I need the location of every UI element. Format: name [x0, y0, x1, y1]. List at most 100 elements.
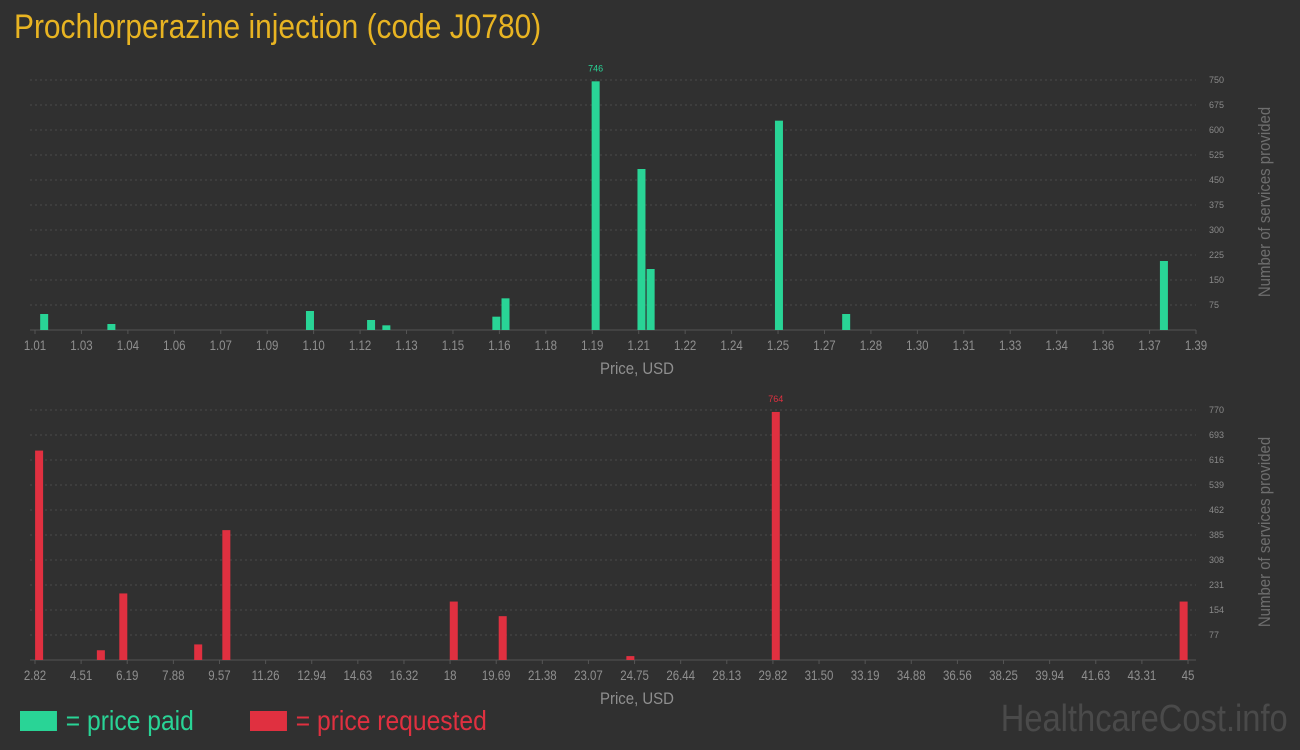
y-tick-label: 225: [1209, 250, 1224, 260]
x-tick-label: 1.25: [767, 337, 789, 353]
legend-label-requested: = price requested: [296, 705, 487, 737]
x-tick-label: 1.37: [1138, 337, 1160, 353]
x-tick-label: 16.32: [390, 667, 419, 683]
y-tick-label: 385: [1209, 530, 1224, 540]
x-tick-label: 1.16: [488, 337, 510, 353]
y-tick-label: 150: [1209, 275, 1224, 285]
bar: [35, 451, 43, 660]
bar: [492, 317, 500, 330]
x-tick-label: 1.10: [302, 337, 324, 353]
x-tick-label: 28.13: [712, 667, 741, 683]
legend-label-paid: = price paid: [66, 705, 194, 737]
x-tick-label: 43.31: [1128, 667, 1157, 683]
x-tick-label: 1.15: [442, 337, 464, 353]
x-tick-label: 1.01: [24, 337, 46, 353]
x-tick-label: 1.06: [163, 337, 185, 353]
x-tick-label: 1.24: [720, 337, 742, 353]
x-tick-label: 1.04: [117, 337, 139, 353]
x-tick-label: 1.07: [210, 337, 232, 353]
bar: [637, 169, 645, 330]
x-tick-label: 24.75: [620, 667, 649, 683]
x-tick-label: 36.56: [943, 667, 972, 683]
bar: [592, 81, 600, 330]
y-tick-label: 375: [1209, 200, 1224, 210]
legend-swatch-paid: [20, 711, 57, 731]
x-tick-label: 45: [1182, 667, 1195, 683]
bar: [1180, 602, 1188, 660]
bar: [1160, 261, 1168, 330]
y-axis-title: Number of services provided: [1256, 437, 1274, 627]
y-tick-label: 462: [1209, 505, 1224, 515]
y-tick-label: 75: [1209, 300, 1219, 310]
bar: [626, 656, 634, 660]
bar: [450, 602, 458, 660]
bar: [97, 650, 105, 660]
y-tick-label: 231: [1209, 580, 1224, 590]
x-tick-label: 1.33: [999, 337, 1021, 353]
x-axis-title: Price, USD: [600, 690, 674, 708]
y-axis-title: Number of services provided: [1256, 107, 1274, 297]
bar: [367, 320, 375, 330]
bar: [502, 298, 510, 330]
x-tick-label: 12.94: [297, 667, 326, 683]
x-tick-label: 1.30: [906, 337, 928, 353]
y-tick-label: 770: [1209, 405, 1224, 415]
bar: [382, 325, 390, 330]
y-tick-label: 77: [1209, 630, 1219, 640]
y-tick-label: 525: [1209, 150, 1224, 160]
x-tick-label: 29.82: [759, 667, 788, 683]
x-tick-label: 1.36: [1092, 337, 1114, 353]
max-value-label: 746: [588, 63, 603, 73]
legend-price-requested: = price requested: [250, 704, 487, 738]
x-tick-label: 34.88: [897, 667, 926, 683]
bar: [842, 314, 850, 330]
chart-panel-price-requested: 77 154 231 308 385 462 539 616 693 770 2.82 4.51 6.1…: [24, 394, 1274, 708]
y-tick-label: 154: [1209, 605, 1224, 615]
bar: [119, 593, 127, 660]
x-tick-label: 39.94: [1035, 667, 1064, 683]
x-tick-label: 9.57: [208, 667, 230, 683]
x-tick-label: 18: [444, 667, 457, 683]
x-tick-label: 1.39: [1185, 337, 1207, 353]
x-tick-label: 1.19: [581, 337, 603, 353]
bar: [40, 314, 48, 330]
legend-price-paid: = price paid: [20, 704, 194, 738]
x-tick-label: 1.28: [860, 337, 882, 353]
x-tick-label: 2.82: [24, 667, 46, 683]
x-tick-label: 41.63: [1081, 667, 1110, 683]
x-tick-label: 1.03: [70, 337, 92, 353]
y-tick-label: 300: [1209, 225, 1224, 235]
y-tick-label: 693: [1209, 430, 1224, 440]
x-tick-label: 11.26: [252, 667, 280, 683]
max-value-label: 764: [768, 394, 783, 404]
x-tick-label: 21.38: [528, 667, 557, 683]
x-axis-title: Price, USD: [600, 360, 674, 378]
x-tick-label: 19.69: [482, 667, 511, 683]
x-tick-label: 26.44: [666, 667, 695, 683]
x-tick-label: 1.12: [349, 337, 371, 353]
y-tick-label: 750: [1209, 75, 1224, 85]
site-watermark: HealthcareCost.info: [1001, 698, 1288, 741]
x-tick-label: 33.19: [851, 667, 880, 683]
x-tick-label: 1.21: [628, 337, 650, 353]
bar: [775, 121, 783, 330]
y-tick-label: 539: [1209, 480, 1224, 490]
y-tick-label: 308: [1209, 555, 1224, 565]
x-tick-label: 1.27: [813, 337, 835, 353]
bar: [222, 530, 230, 660]
x-tick-label: 1.13: [395, 337, 417, 353]
x-tick-label: 1.18: [535, 337, 557, 353]
x-tick-label: 23.07: [574, 667, 603, 683]
x-tick-label: 1.22: [674, 337, 696, 353]
legend-swatch-requested: [250, 711, 287, 731]
y-tick-label: 450: [1209, 175, 1224, 185]
bar: [499, 616, 507, 660]
bar: [772, 412, 780, 660]
x-tick-label: 7.88: [162, 667, 184, 683]
bar: [647, 269, 655, 330]
x-tick-label: 1.34: [1046, 337, 1068, 353]
x-tick-label: 14.63: [343, 667, 372, 683]
x-tick-label: 38.25: [989, 667, 1018, 683]
y-tick-label: 600: [1209, 125, 1224, 135]
